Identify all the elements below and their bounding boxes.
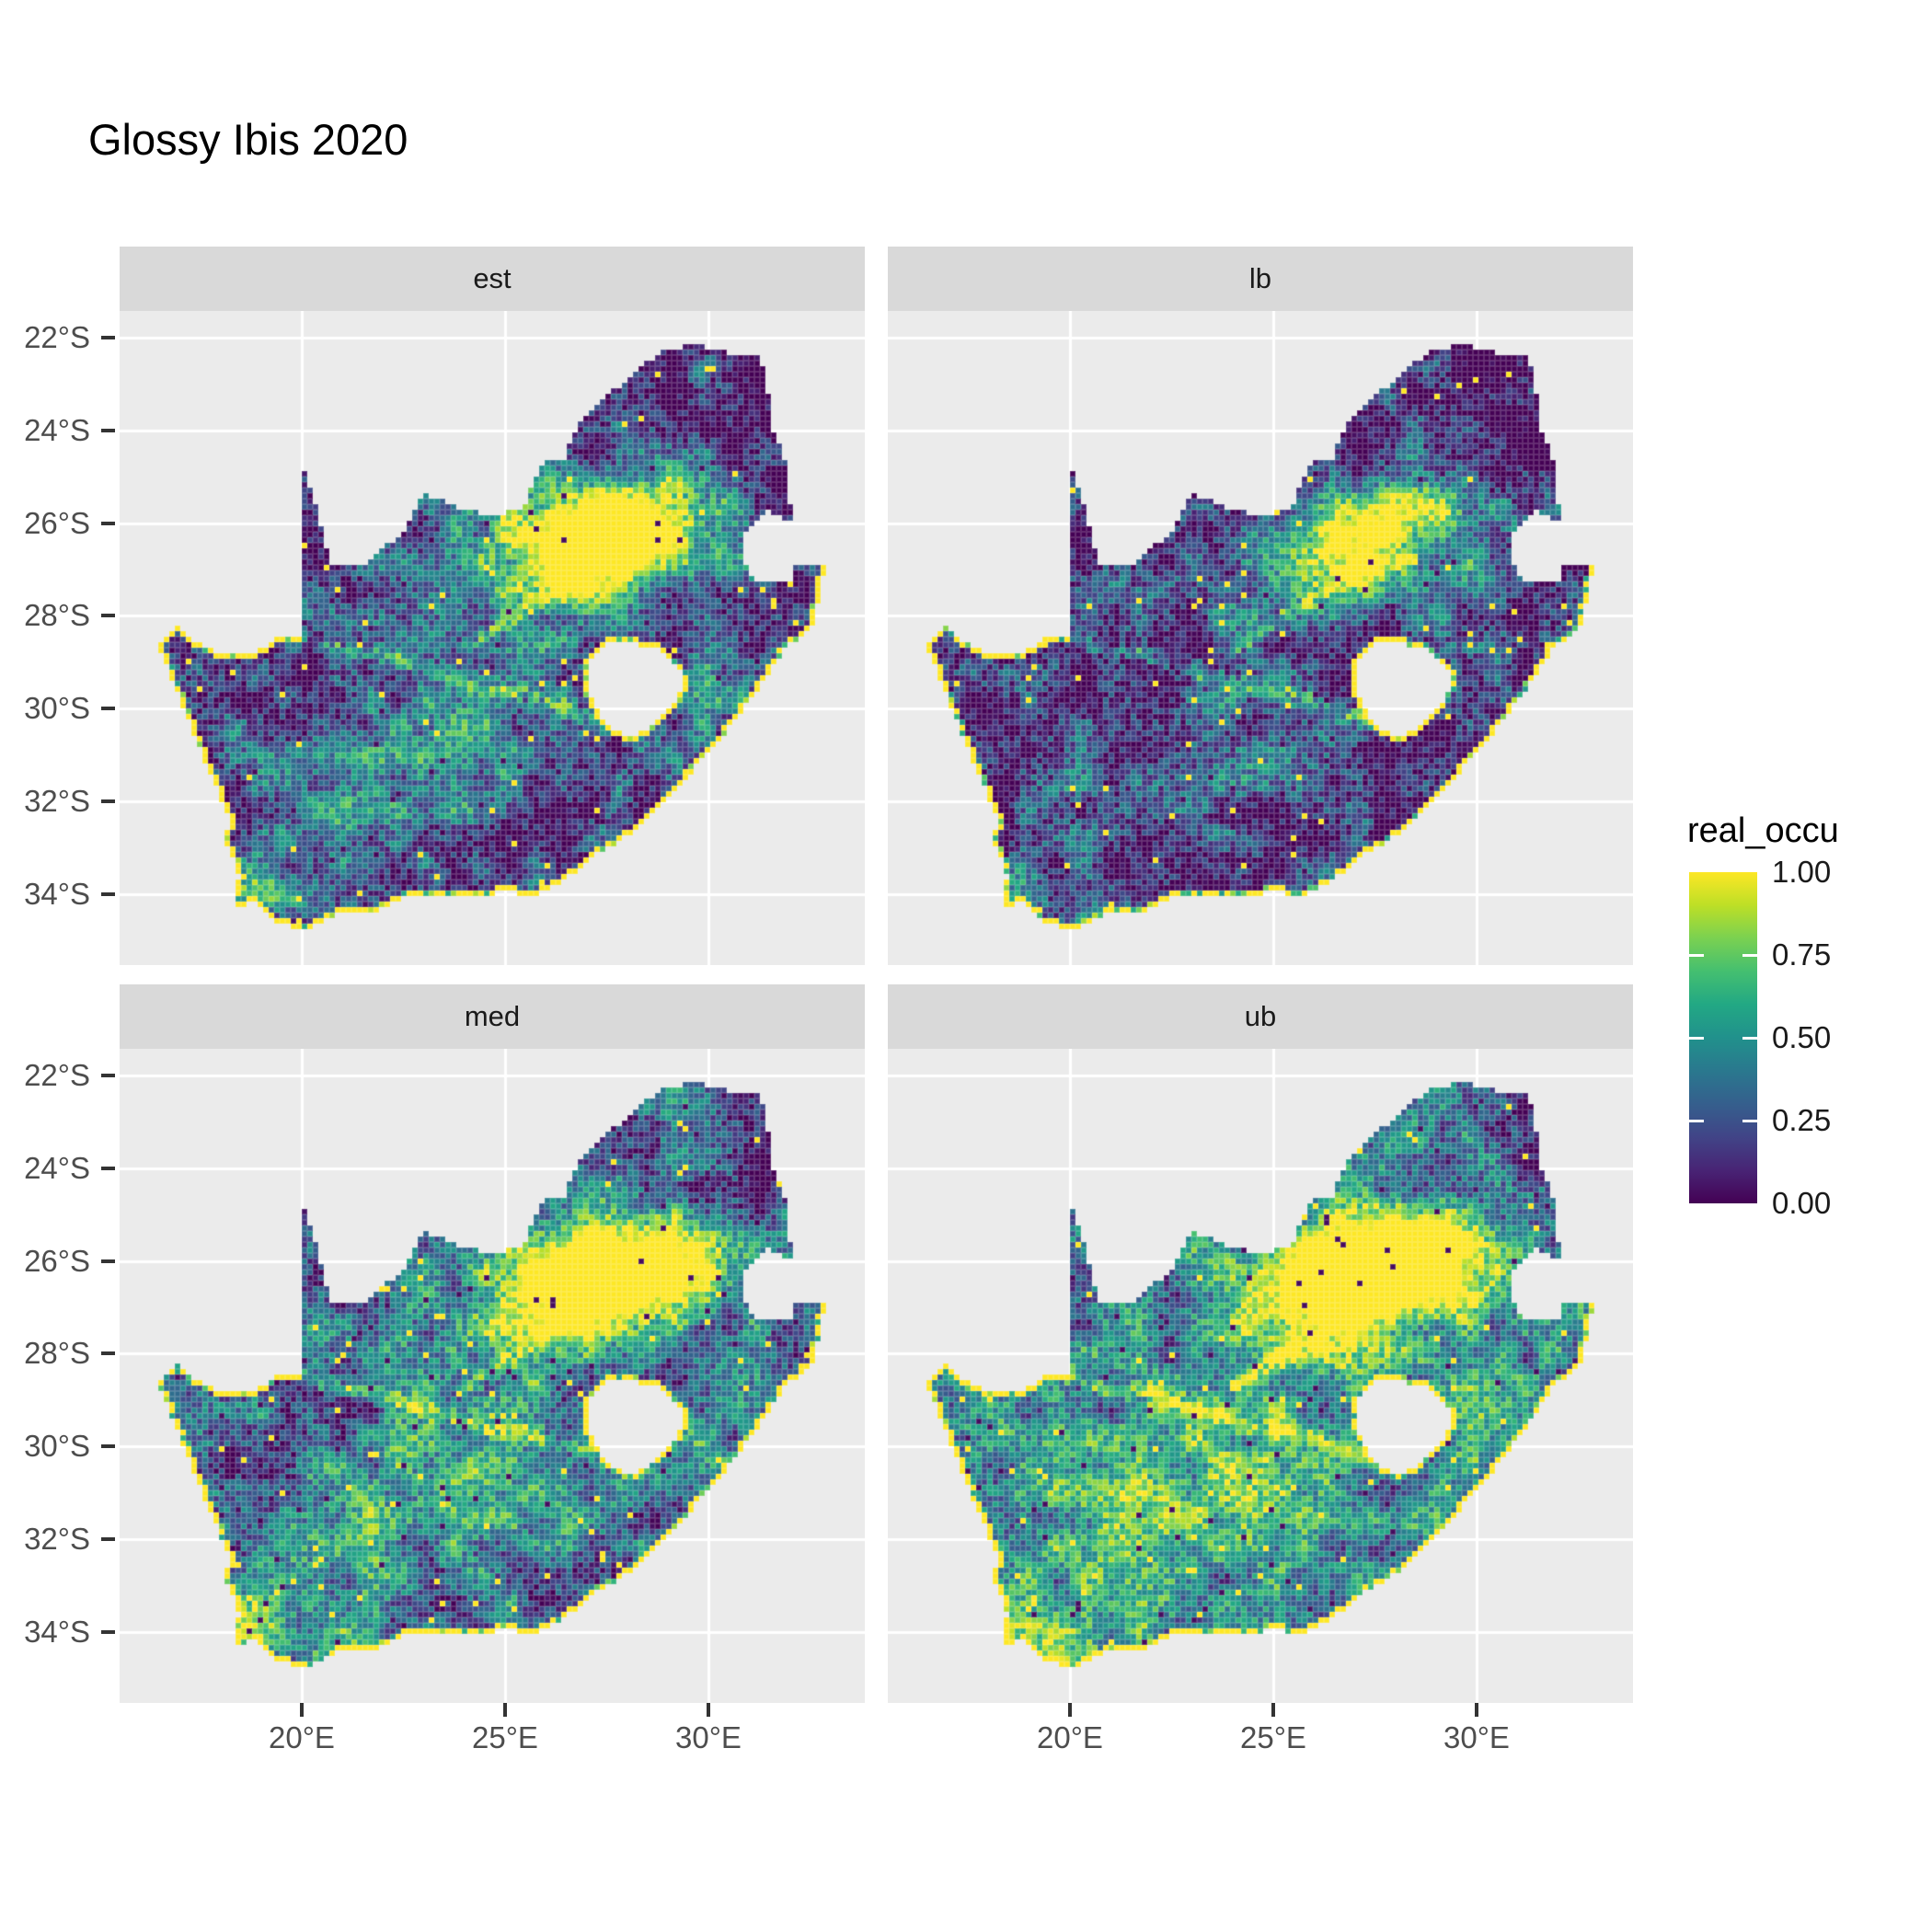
facet-strip-label-med: med (464, 1000, 521, 1032)
x-axis-tick-label: 30°E (1443, 1720, 1510, 1754)
facet-panel-lb (888, 311, 1633, 965)
x-axis-tick-mark (1271, 1703, 1275, 1717)
x-axis-tick-label: 25°E (1240, 1720, 1306, 1754)
y-axis-tick-mark (101, 1537, 115, 1541)
y-axis-tick-label: 32°S (24, 784, 90, 818)
x-axis-tick-label: 20°E (1037, 1720, 1103, 1754)
y-axis-tick-label: 22°S (24, 1058, 90, 1092)
facet-strip-ub: ub (888, 984, 1633, 1049)
y-axis-tick-mark (101, 1259, 115, 1263)
legend-tick-label: 0.75 (1772, 937, 1832, 972)
map-canvas-lb (888, 311, 1633, 965)
legend-tick-label: 0.25 (1772, 1103, 1832, 1137)
legend-colorbar-tick (1689, 954, 1704, 957)
y-axis-tick-mark (101, 614, 115, 618)
y-axis-tick-mark (101, 1351, 115, 1356)
facet-strip-label-lb: lb (1248, 262, 1272, 294)
x-axis-tick-label: 20°E (269, 1720, 335, 1754)
y-axis-tick-mark (101, 521, 115, 525)
y-axis-tick-mark (101, 799, 115, 803)
y-axis-tick-mark (101, 1074, 115, 1077)
y-axis-tick-mark (101, 707, 115, 711)
legend-colorbar-tick (1689, 1120, 1704, 1122)
facet-strip-label-ub: ub (1244, 1000, 1277, 1032)
plot-title: Glossy Ibis 2020 (88, 115, 408, 164)
x-axis-tick-mark (300, 1703, 304, 1717)
legend-colorbar-tick (1742, 1037, 1757, 1040)
legend-colorbar-tick (1742, 1120, 1757, 1122)
legend-colorbar-tick (1689, 1037, 1704, 1040)
legend-tick-label: 1.00 (1772, 855, 1832, 889)
legend-tick-label: 0.00 (1772, 1186, 1832, 1220)
y-axis-tick-label: 30°S (24, 691, 90, 726)
facet-strip-est: est (120, 247, 865, 311)
facet-strip-lb: lb (888, 247, 1633, 311)
y-axis-tick-label: 34°S (24, 876, 90, 911)
map-canvas-med (120, 1049, 865, 1703)
x-axis-tick-mark (1068, 1703, 1072, 1717)
facet-panel-est (120, 311, 865, 965)
y-axis-tick-label: 24°S (24, 412, 90, 447)
x-axis-tick-mark (1475, 1703, 1478, 1717)
facet-strip-med: med (120, 984, 865, 1049)
y-axis-tick-label: 24°S (24, 1150, 90, 1185)
y-axis-tick-label: 28°S (24, 1336, 90, 1371)
x-axis-tick-mark (503, 1703, 507, 1717)
y-axis-tick-label: 34°S (24, 1614, 90, 1649)
legend-title: real_occu (1687, 811, 1839, 850)
y-axis-tick-mark (101, 336, 115, 339)
y-axis-tick-mark (101, 1629, 115, 1634)
y-axis-tick-label: 26°S (24, 505, 90, 540)
x-axis-tick-label: 30°E (675, 1720, 742, 1754)
y-axis-tick-mark (101, 891, 115, 896)
y-axis-tick-mark (101, 1166, 115, 1170)
y-axis-tick-label: 28°S (24, 598, 90, 633)
y-axis-tick-mark (101, 1444, 115, 1449)
x-axis-tick-mark (707, 1703, 710, 1717)
facet-panel-med (120, 1049, 865, 1703)
y-axis-tick-label: 26°S (24, 1243, 90, 1278)
legend-colorbar-tick (1742, 954, 1757, 957)
legend-tick-label: 0.50 (1772, 1020, 1832, 1054)
map-canvas-ub (888, 1049, 1633, 1703)
map-canvas-est (120, 311, 865, 965)
y-axis-tick-label: 30°S (24, 1429, 90, 1464)
x-axis-tick-label: 25°E (472, 1720, 538, 1754)
y-axis-tick-label: 22°S (24, 320, 90, 354)
facet-panel-ub (888, 1049, 1633, 1703)
y-axis-tick-mark (101, 428, 115, 432)
y-axis-tick-label: 32°S (24, 1522, 90, 1556)
facet-strip-label-est: est (473, 262, 512, 294)
